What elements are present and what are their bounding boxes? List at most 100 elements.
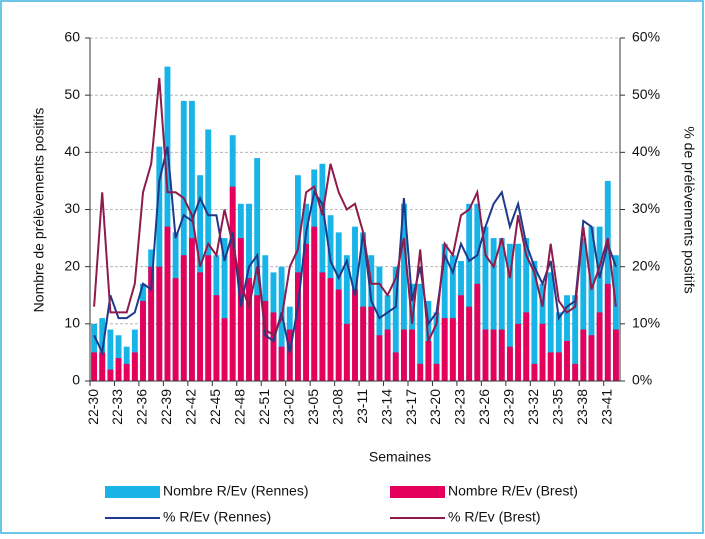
bar (441, 318, 448, 381)
bar (303, 243, 310, 381)
y-tick-label: 10 (64, 315, 80, 331)
bar (107, 369, 114, 381)
bar (384, 329, 391, 381)
x-tick-label: 22-45 (207, 389, 223, 425)
bar (531, 363, 538, 381)
bar (523, 312, 530, 381)
bar (343, 255, 350, 381)
y-tick-label: 40 (64, 143, 80, 159)
x-tick-label: 22-33 (109, 389, 125, 425)
x-tick-label: 23-20 (427, 389, 443, 425)
x-axis-label: Semaines (369, 449, 431, 465)
x-tick-label: 23-41 (598, 389, 614, 425)
bar (588, 226, 595, 381)
bar (319, 272, 326, 381)
bar (498, 238, 505, 381)
y2-tick-label: 60% (632, 29, 660, 45)
bar (376, 335, 383, 381)
bar (531, 260, 538, 381)
bar (580, 329, 587, 381)
bar (547, 352, 554, 381)
bar (400, 329, 407, 381)
bar (604, 283, 611, 381)
bar (417, 283, 424, 381)
bar (572, 363, 579, 381)
bar (237, 238, 244, 381)
bar (156, 266, 163, 381)
bar (221, 238, 228, 381)
y2-tick-label: 30% (632, 200, 660, 216)
bar (335, 289, 342, 381)
bar (148, 266, 155, 381)
bar (368, 306, 375, 381)
bar (604, 180, 611, 381)
bar (99, 352, 106, 381)
x-tick-label: 23-08 (329, 389, 345, 425)
bar (564, 295, 570, 381)
bar (311, 226, 318, 381)
y2-tick-label: 20% (632, 257, 660, 273)
y2-tick-label: 0% (632, 372, 652, 388)
legend-label: % R/Ev (Brest) (448, 509, 541, 525)
bar (270, 312, 277, 381)
bar (262, 300, 269, 381)
y-axis-label: Nombre de prélèvements positifs (31, 108, 47, 313)
bar (482, 226, 489, 381)
y2-tick-label: 40% (632, 143, 660, 159)
bar (612, 255, 619, 381)
bar (515, 243, 522, 381)
y-tick-label: 60 (64, 29, 80, 45)
x-tick-label: 23-38 (574, 389, 590, 425)
bar (327, 278, 334, 381)
line (93, 146, 617, 356)
bar (352, 289, 358, 381)
bar (180, 255, 187, 381)
x-tick-label: 23-17 (403, 389, 419, 425)
x-tick-label: 23-29 (501, 389, 517, 425)
bar (596, 312, 603, 381)
bar (515, 323, 522, 381)
bar (156, 146, 163, 381)
bar (482, 329, 489, 381)
x-tick-label: 23-35 (550, 389, 566, 425)
x-tick-label: 22-42 (183, 389, 199, 425)
bar (425, 340, 432, 381)
bar (523, 238, 530, 381)
bar (400, 203, 407, 381)
legend-label: % R/Ev (Rennes) (163, 509, 271, 525)
y-tick-label: 0 (72, 372, 80, 388)
bar (115, 358, 122, 381)
bar (107, 329, 114, 381)
bar (555, 312, 562, 381)
x-tick-label: 22-51 (256, 389, 272, 425)
bar (506, 243, 513, 381)
bar (188, 238, 195, 381)
bar (164, 66, 171, 381)
bar (392, 266, 399, 381)
bar (466, 203, 473, 381)
bar (466, 306, 473, 381)
bar (172, 278, 179, 381)
x-tick-label: 23-05 (305, 389, 321, 425)
bar (547, 272, 554, 381)
y2-tick-label: 50% (632, 86, 660, 102)
x-tick-label: 23-11 (354, 389, 370, 424)
legend-label: Nombre R/Ev (Brest) (448, 483, 578, 499)
bar (392, 352, 399, 381)
bar (246, 278, 252, 381)
bar (449, 318, 456, 381)
y-tick-label: 30 (64, 200, 80, 216)
y-tick-label: 50 (64, 86, 80, 102)
bar (433, 312, 440, 381)
legend-swatch (105, 486, 160, 498)
bar (360, 306, 367, 381)
bar (564, 340, 570, 381)
x-tick-label: 23-02 (280, 389, 296, 425)
bar (205, 255, 212, 381)
x-tick-label: 22-48 (232, 389, 248, 425)
bar (131, 352, 138, 381)
legend-swatch (390, 486, 445, 498)
x-tick-label: 22-39 (158, 389, 174, 425)
y-tick-label: 20 (64, 257, 80, 273)
